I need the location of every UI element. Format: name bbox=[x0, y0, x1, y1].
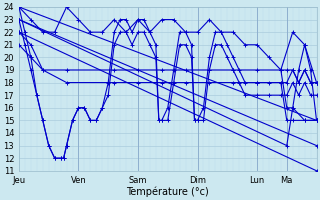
X-axis label: Température (°c): Température (°c) bbox=[126, 186, 209, 197]
